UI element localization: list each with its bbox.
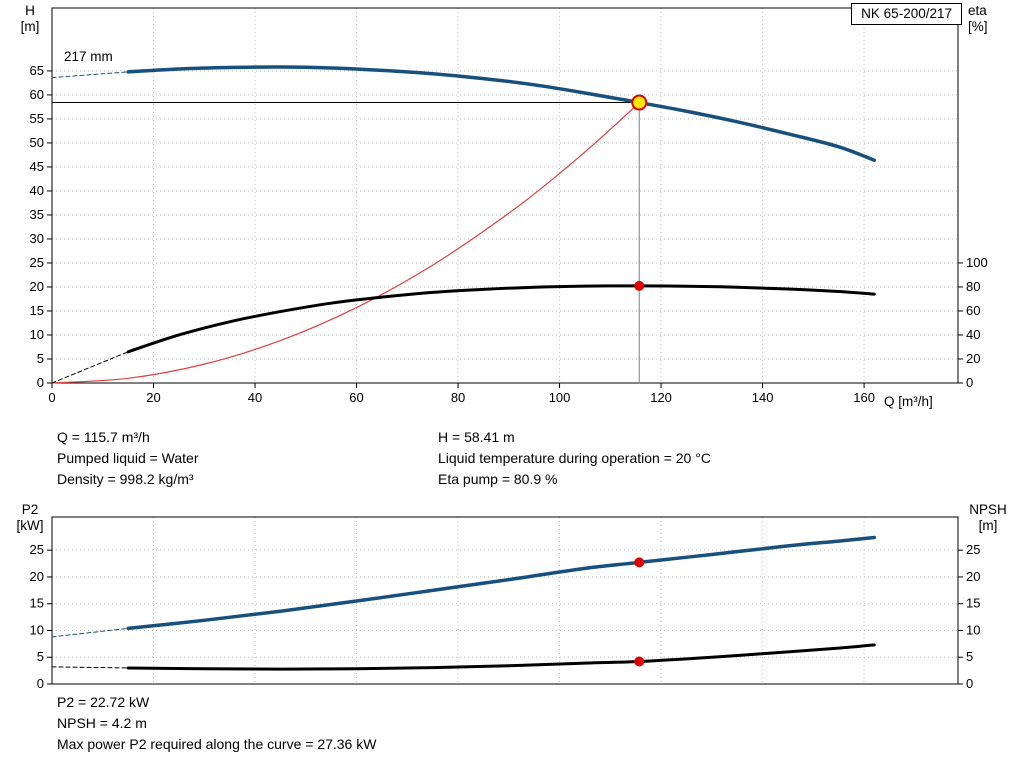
npsh-curve [126,643,876,671]
eta-axis-unit: [%] [968,19,988,34]
plot-frame [51,516,959,685]
tick-label: 5 [37,351,44,366]
liquid-temp-text: Liquid temperature during operation = 20… [438,450,711,466]
tick-label: 120 [650,390,672,405]
p2-axis-title: P2 [21,502,39,517]
tick-label: 50 [30,135,44,150]
tick-label: 25 [966,542,980,557]
p2-duty-dot [634,557,645,568]
tick-label: 0 [48,390,55,405]
tick-label: 20 [146,390,160,405]
npsh-curve-extension [51,666,129,669]
duty-flow-text: Q = 115.7 m³/h [57,429,150,445]
p2-npsh-chart: 0 5 10 15 20 25 0 5 10 15 20 25 [30,516,980,691]
tick-label: 100 [549,390,571,405]
tick-label: 5 [966,649,973,664]
h-axis-title: H [25,3,35,18]
tick-label: 60 [349,390,363,405]
tick-label: 40 [30,183,44,198]
tick-label: 0 [37,676,44,691]
eta-pump-text: Eta pump = 80.9 % [438,471,558,487]
tick-label: 30 [30,231,44,246]
tick-label: 65 [30,63,44,78]
qh-eta-chart: 0 5 10 15 20 25 30 35 40 45 50 55 60 65 0 20 40 60 80 100 0 2… [30,7,988,405]
tick-label: 140 [752,390,774,405]
tick-label: 100 [966,255,988,270]
duty-point [631,94,648,111]
p2-axis-unit: [kW] [16,518,44,533]
qh-curve-extension [51,71,129,79]
tick-label: 60 [30,87,44,102]
duty-info-right: H = 58.41 m Liquid temperature during op… [438,427,711,490]
pump-model-badge: NK 65-200/217 [851,3,962,25]
tick-label: 0 [37,375,44,390]
max-power-text: Max power P2 required along the curve = … [57,736,377,752]
tick-label: 0 [966,676,973,691]
q-axis-title: Q [m³/h] [884,394,933,409]
power-info: P2 = 22.72 kW NPSH = 4.2 m Max power P2 … [57,692,376,755]
tick-label: 5 [37,649,44,664]
qh-curve [126,65,877,162]
tick-label: 80 [451,390,465,405]
npsh-duty-dot [634,656,645,667]
tick-label: 20 [966,569,980,584]
tick-label: 10 [30,327,44,342]
npsh-axis-title: NPSH [969,502,1007,517]
system-curve [51,101,640,384]
tick-label: 0 [966,375,973,390]
eta-curve [126,284,876,354]
tick-label: 40 [966,327,980,342]
h-axis-unit: [m] [20,19,40,34]
density-text: Density = 998.2 kg/m³ [57,471,194,487]
p2-curve [126,535,877,631]
tick-label: 20 [30,569,44,584]
tick-label: 10 [30,622,44,637]
p2-curve-extension [51,627,129,638]
eta-axis-title: eta [968,3,987,18]
tick-label: 80 [966,279,980,294]
duty-info-left: Q = 115.7 m³/h Pumped liquid = Water Den… [57,427,199,490]
tick-label: 25 [30,542,44,557]
tick-label: 15 [30,596,44,611]
tick-label: 15 [966,596,980,611]
tick-label: 60 [966,303,980,318]
duty-head-text: H = 58.41 m [438,429,515,445]
tick-label: 45 [30,159,44,174]
p2-value-text: P2 = 22.72 kW [57,694,150,710]
impeller-diameter-label: 217 mm [64,49,113,64]
npsh-axis-unit: [m] [978,518,998,533]
eta-curve-extension [51,351,129,384]
npsh-value-text: NPSH = 4.2 m [57,715,147,731]
tick-label: 40 [248,390,262,405]
tick-label: 25 [30,255,44,270]
eta-duty-dot [634,280,645,291]
tick-label: 35 [30,207,44,222]
tick-label: 15 [30,303,44,318]
tick-label: 55 [30,111,44,126]
tick-label: 20 [30,279,44,294]
tick-label: 160 [853,390,875,405]
tick-label: 20 [966,351,980,366]
plot-frame [51,7,959,384]
pumped-liquid-text: Pumped liquid = Water [57,450,199,466]
tick-label: 10 [966,622,980,637]
